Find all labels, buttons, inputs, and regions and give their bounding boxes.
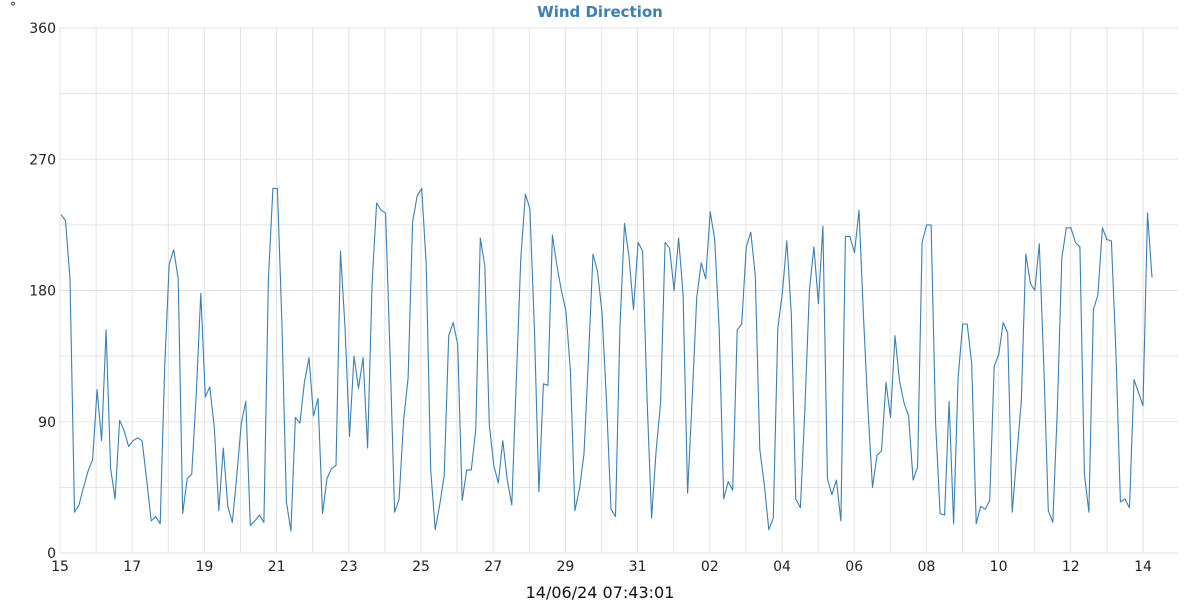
- x-tick-label: 15: [51, 559, 69, 575]
- y-tick-label: 180: [29, 284, 56, 300]
- x-tick-label: 10: [990, 559, 1008, 575]
- x-tick-label: 25: [412, 559, 430, 575]
- y-tick-label: 0: [47, 546, 56, 562]
- y-tick-label: 90: [38, 415, 56, 431]
- x-tick-label: 04: [773, 559, 791, 575]
- series-line-wind-direction: [60, 187, 1153, 532]
- x-tick-label: 12: [1062, 559, 1080, 575]
- x-tick-label: 06: [845, 559, 863, 575]
- axis-labels: 0 90 180 270 360 15 17 19 21 23 25 27 29 31 02 04 06 08 10…: [29, 21, 1152, 575]
- x-tick-label: 21: [268, 559, 286, 575]
- y-tick-label: 360: [29, 21, 56, 37]
- y-unit-label: °: [10, 0, 16, 14]
- x-tick-label: 02: [701, 559, 719, 575]
- x-tick-label: 17: [123, 559, 141, 575]
- grid: [59, 27, 1178, 554]
- x-tick-label: 23: [340, 559, 358, 575]
- x-tick-label: 08: [917, 559, 935, 575]
- chart-title: Wind Direction: [537, 3, 663, 21]
- series-layer: [60, 187, 1153, 532]
- x-tick-label: 31: [629, 559, 647, 575]
- x-tick-label: 27: [484, 559, 502, 575]
- x-tick-label: 29: [556, 559, 574, 575]
- x-tick-label: 19: [195, 559, 213, 575]
- y-tick-label: 270: [29, 152, 56, 168]
- x-tick-label: 14: [1134, 559, 1152, 575]
- timestamp-label: 14/06/24 07:43:01: [526, 583, 675, 600]
